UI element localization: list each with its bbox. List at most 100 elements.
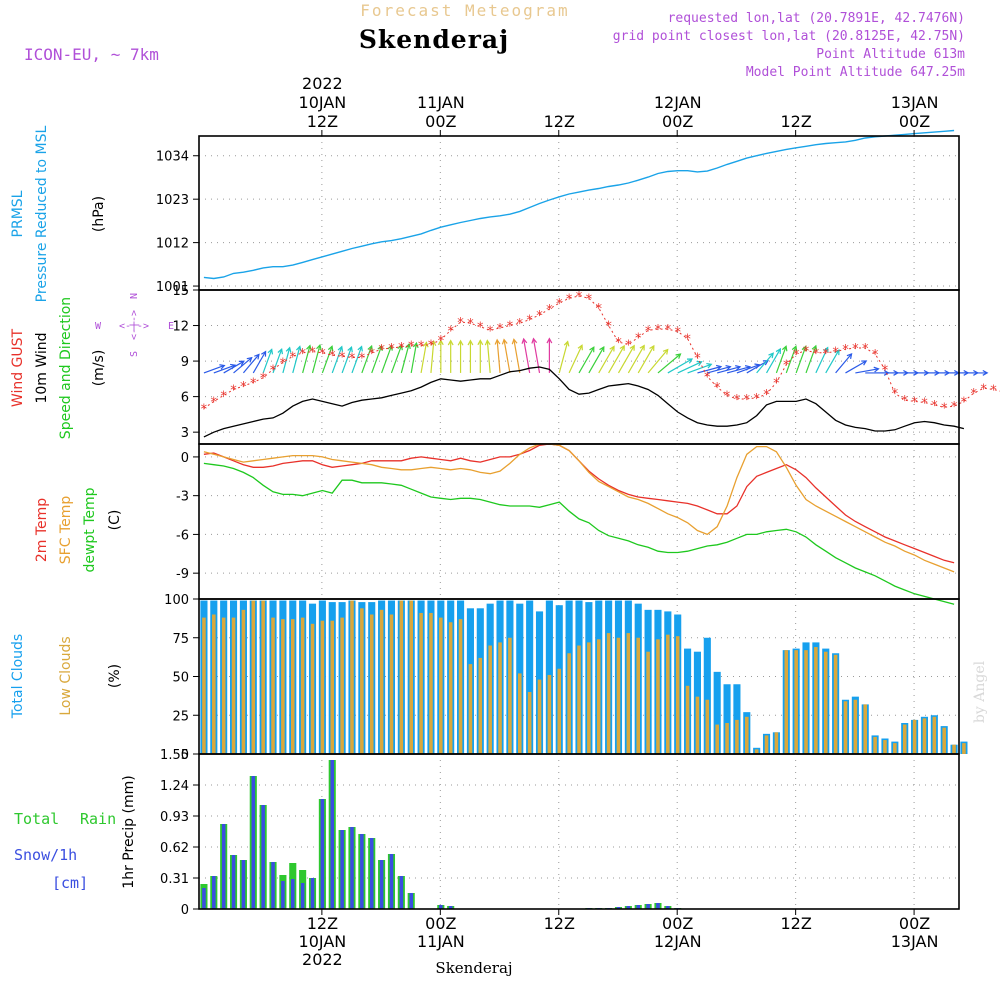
wind-arrow-head: [846, 352, 853, 359]
clouds-bar-low: [577, 645, 581, 754]
clouds-bar-low: [715, 724, 719, 754]
wind-arrow: [795, 346, 807, 374]
gust-point: *: [921, 397, 928, 412]
clouds-bar-low: [774, 732, 779, 754]
wind-arrow: [845, 360, 867, 374]
clouds-bar-low: [458, 619, 463, 754]
wind-arrow-head: [861, 360, 868, 366]
precip-bar-snow: [369, 838, 374, 909]
wind-arrow: [503, 339, 511, 374]
clouds-bar-low: [902, 724, 907, 754]
bottom-time-label: 11JAN: [417, 932, 465, 951]
precip-bar-snow: [448, 906, 453, 909]
wind-arrow: [390, 345, 403, 374]
precip-bar-snow: [616, 907, 621, 909]
clouds-bar-low: [606, 633, 611, 754]
clouds-bar-low: [873, 736, 877, 754]
gust-point: *: [280, 356, 287, 371]
clouds-bar-total: [723, 684, 731, 754]
precip-bar-snow: [310, 878, 315, 909]
wind-arrow-head: [521, 337, 528, 344]
bottom-time-label: 10JAN: [299, 932, 347, 951]
gust-point: *: [694, 352, 701, 367]
wind-arrow-head: [501, 338, 508, 345]
clouds-bar-low: [251, 600, 256, 754]
gust-point: *: [882, 363, 889, 378]
gust-point: *: [724, 389, 731, 404]
bottom-time-label: 00Z: [899, 914, 930, 933]
wind-arrow-head: [599, 345, 605, 353]
gust-point: *: [517, 317, 524, 332]
wind-arrow: [726, 366, 751, 374]
wind-arrow: [430, 341, 435, 373]
wind-arrow: [486, 340, 491, 373]
gust-point: *: [872, 348, 879, 363]
pressure-panel: 1001 1012 1023 1034: [156, 129, 960, 295]
wind-arrow-head: [619, 344, 625, 351]
gust-point: *: [319, 347, 326, 362]
gust-point: *: [763, 388, 770, 403]
bottom-time-label: 12Z: [780, 914, 811, 933]
gust-point: *: [635, 331, 642, 346]
gridpoint-location: grid point closest lon,lat (20.8125E, 42…: [613, 29, 965, 44]
precip-bar-snow: [330, 760, 335, 909]
wind-arrow: [292, 346, 301, 374]
bottom-time-label: 12Z: [544, 914, 575, 933]
wind-arrow-head: [457, 339, 464, 346]
wind-arrow-head: [873, 366, 880, 373]
prmsl-label: PRMSL: [10, 190, 26, 237]
clouds-bar-low: [616, 637, 621, 754]
gust-point: *: [536, 309, 543, 324]
clouds-bar-total: [713, 671, 721, 754]
wind-arrow-head: [696, 360, 703, 367]
gust-label: Wind GUST: [10, 328, 26, 407]
clouds-bar-low: [863, 704, 868, 754]
wind-arrow: [351, 346, 363, 374]
wind-arrow-head: [546, 337, 553, 344]
model-altitude: Model Point Altitude 647.25m: [746, 65, 965, 80]
gust-point: *: [250, 376, 257, 391]
wind10m-label: 10m Wind: [34, 332, 50, 403]
precip-y-tick-label: 1.55: [160, 748, 189, 763]
wind-arrow-head: [437, 339, 444, 346]
gust-point: *: [941, 401, 948, 416]
wind-arrow-head: [285, 346, 292, 353]
clouds-bar-low: [893, 743, 897, 754]
wind-arrow: [697, 366, 722, 374]
gust-point: *: [211, 395, 218, 410]
wind-arrow: [321, 346, 333, 374]
footer-station: Skenderaj: [435, 959, 512, 977]
gust-point: *: [595, 302, 602, 317]
wind-arrow: [523, 338, 531, 374]
precip-bar-snow: [251, 776, 256, 909]
precip-bar-snow: [241, 860, 246, 909]
wind-arrow: [608, 345, 625, 374]
temperature-y-tick-label: -3: [176, 490, 189, 505]
precip-bar-snow: [646, 904, 650, 909]
precip-bar-snow: [350, 827, 354, 909]
gust-point: *: [961, 395, 968, 410]
clouds-bar-low: [636, 637, 640, 754]
wind-arrow-head: [639, 344, 645, 351]
precip-bar-snow: [300, 883, 305, 909]
compass-south: S: [129, 351, 140, 357]
clouds-y-tick-label: 100: [164, 593, 189, 608]
gust-point: *: [447, 324, 454, 339]
gust-point: *: [497, 322, 504, 337]
clouds-bar-low: [202, 617, 206, 754]
wind-arrow: [677, 361, 702, 374]
temp-series-line-2: [203, 462, 955, 605]
top-time-label: 00Z: [662, 112, 693, 131]
wind-dir-label: Speed and Direction: [58, 297, 74, 439]
wind-arrow: [233, 357, 253, 374]
clouds-bar-low: [932, 716, 937, 754]
wind-arrow: [766, 348, 781, 374]
clouds-y-tick-label: 75: [172, 632, 189, 647]
precip-bar-snow: [290, 879, 295, 909]
gust-point: *: [230, 384, 237, 399]
clouds-bar-low: [330, 620, 335, 754]
gust-point: *: [309, 346, 316, 361]
wind-arrow-head: [629, 344, 635, 351]
clouds-bar-low: [567, 653, 571, 754]
gust-point: *: [299, 347, 306, 362]
